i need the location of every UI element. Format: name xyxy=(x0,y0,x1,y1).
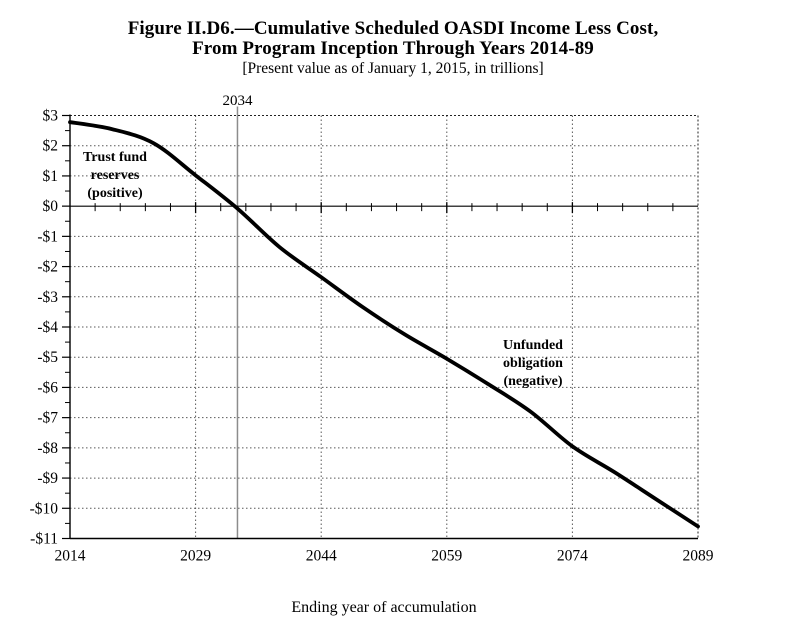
annotation-unfunded-obligation: Unfunded obligation (negative) xyxy=(473,337,593,391)
y-tick-label: -$5 xyxy=(37,349,58,366)
y-tick-label: $0 xyxy=(43,198,59,215)
x-tick-label: 2059 xyxy=(431,548,462,565)
income-less-cost-curve xyxy=(68,120,700,529)
y-tick-label: -$6 xyxy=(37,379,58,396)
y-tick-label: -$9 xyxy=(37,470,58,487)
x-tick-label: 2074 xyxy=(557,548,588,565)
x-tick-label: 2014 xyxy=(55,548,86,565)
reference-year-label: 2034 xyxy=(222,93,253,109)
y-tick-label: $3 xyxy=(43,108,59,125)
y-tick-label: -$10 xyxy=(30,500,59,517)
y-tick-label: $1 xyxy=(43,168,59,185)
annotation-line: Trust fund xyxy=(83,150,147,165)
y-tick-label: $2 xyxy=(43,138,59,155)
y-tick-label: -$3 xyxy=(37,289,58,306)
annotation-line: obligation xyxy=(503,356,563,371)
x-tick-label: 2044 xyxy=(306,548,337,565)
x-axis-title: Ending year of accumulation xyxy=(291,599,477,616)
y-tick-label: -$2 xyxy=(37,259,58,276)
y-tick-label: -$11 xyxy=(30,531,58,548)
figure-title-line2: From Program Inception Through Years 201… xyxy=(192,38,594,59)
x-tick-label: 2029 xyxy=(180,548,211,565)
annotation-trust-fund-reserves: Trust fund reserves (positive) xyxy=(57,149,173,203)
y-tick-label: -$7 xyxy=(37,410,58,427)
annotation-line: (positive) xyxy=(87,186,143,201)
y-tick-label: -$4 xyxy=(37,319,58,336)
figure-title-line1: Figure II.D6.—Cumulative Scheduled OASDI… xyxy=(127,18,659,39)
y-tick-label: -$8 xyxy=(37,440,58,457)
x-tick-label: 2089 xyxy=(683,548,714,565)
figure-subtitle: [Present value as of January 1, 2015, in… xyxy=(242,60,544,77)
y-tick-label: -$1 xyxy=(37,228,58,245)
annotation-line: reserves xyxy=(90,168,140,183)
annotation-line: (negative) xyxy=(503,374,563,389)
figure-title-block: Figure II.D6.—Cumulative Scheduled OASDI… xyxy=(0,19,786,78)
annotation-line: Unfunded xyxy=(503,338,563,353)
